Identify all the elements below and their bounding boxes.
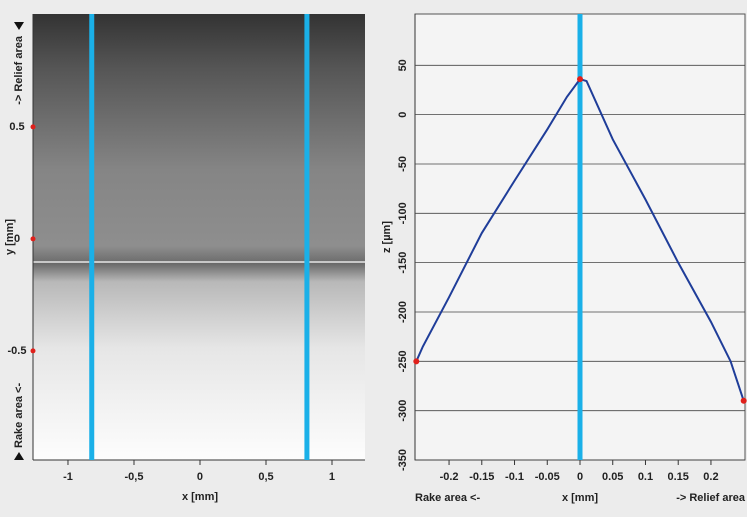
arrow-up bbox=[14, 22, 24, 30]
y-tick-label: -150 bbox=[397, 252, 409, 274]
y-tick-label: -100 bbox=[397, 202, 409, 224]
x-tick-label: 0,5 bbox=[258, 471, 273, 483]
y-tick-label: 0.5 bbox=[9, 121, 24, 133]
x-tick-label: 0.15 bbox=[668, 471, 689, 483]
point-marker bbox=[740, 397, 747, 404]
x-tick-label: 1 bbox=[329, 471, 335, 483]
x-tick-label: -0.15 bbox=[469, 471, 494, 483]
y-tick-dot bbox=[30, 348, 36, 354]
y-axis-label: z [µm] bbox=[381, 221, 393, 253]
y-tick-label: -50 bbox=[397, 156, 409, 172]
annotation: Rake area <- bbox=[13, 383, 25, 448]
x-tick-label: -0.1 bbox=[505, 471, 524, 483]
y-tick-label: 0 bbox=[397, 112, 409, 118]
x-tick-label: 0.1 bbox=[638, 471, 653, 483]
y-tick-label: -0.5 bbox=[8, 345, 27, 357]
y-tick-dot bbox=[30, 236, 36, 242]
x-tick-label: -0.05 bbox=[535, 471, 560, 483]
annotation: -> Relief area bbox=[13, 35, 25, 105]
y-tick-label: -250 bbox=[397, 350, 409, 372]
y-tick-label: 50 bbox=[397, 59, 409, 71]
annotation: -> Relief area bbox=[676, 492, 746, 504]
x-tick-label: 0 bbox=[577, 471, 583, 483]
y-axis-label: y [mm] bbox=[4, 219, 16, 255]
y-tick-label: -300 bbox=[397, 400, 409, 422]
annotation: Rake area <- bbox=[415, 492, 480, 504]
y-tick-dot bbox=[30, 124, 36, 130]
x-tick-label: 0.05 bbox=[602, 471, 623, 483]
x-axis-label: x [mm] bbox=[182, 491, 218, 503]
x-tick-label: -0.2 bbox=[440, 471, 459, 483]
arrow-down bbox=[14, 452, 24, 460]
micrograph bbox=[33, 14, 365, 460]
x-tick-label: 0.2 bbox=[703, 471, 718, 483]
x-axis-label: x [mm] bbox=[562, 492, 598, 504]
x-tick-label: 0 bbox=[197, 471, 203, 483]
point-marker bbox=[577, 76, 583, 83]
point-marker bbox=[413, 358, 420, 365]
x-tick-label: -1 bbox=[63, 471, 73, 483]
y-tick-label: -200 bbox=[397, 301, 409, 323]
y-tick-label: 0 bbox=[14, 233, 20, 245]
x-tick-label: -0,5 bbox=[125, 471, 144, 483]
y-tick-label: -350 bbox=[397, 449, 409, 471]
